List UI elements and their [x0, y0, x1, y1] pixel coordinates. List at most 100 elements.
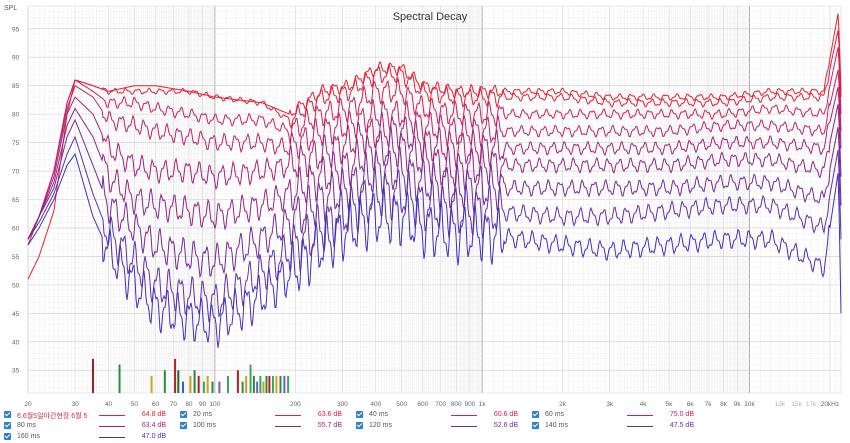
- legend-level: 52.6 dB: [493, 422, 518, 429]
- x-tick-label: 900: [464, 401, 475, 408]
- x-tick-label: 60: [152, 401, 160, 408]
- event-marker: [118, 364, 121, 393]
- checkbox-icon[interactable]: [180, 411, 187, 418]
- x-tick-label: 800: [451, 401, 462, 408]
- checkbox-icon[interactable]: [4, 422, 11, 429]
- event-marker: [189, 375, 192, 393]
- series-line: [27, 104, 842, 240]
- legend-swatch: [627, 415, 653, 416]
- x-tick-label: 70: [170, 401, 178, 408]
- event-marker: [279, 375, 282, 393]
- event-marker: [252, 375, 255, 393]
- series-line: [27, 135, 842, 323]
- x-tick-label: 90: [199, 401, 207, 408]
- series-line: [27, 118, 842, 279]
- y-tick-label: 65: [12, 197, 20, 204]
- legend-swatch: [451, 415, 477, 416]
- legend-row: 160 ms 47.0 dB: [0, 432, 850, 443]
- checkbox-icon[interactable]: [356, 411, 363, 418]
- y-tick-label: 40: [12, 339, 20, 346]
- spectral-decay-chart: 35 40 45 50 55 60 65 70 75 80 85 90 95 20 30 40 50 60 70 8…: [4, 5, 842, 408]
- event-marker: [256, 381, 259, 393]
- legend-swatch: [99, 415, 125, 416]
- legend-level: 47.0 dB: [141, 433, 166, 440]
- event-marker: [249, 364, 252, 393]
- x-tick-label: 100: [209, 401, 220, 408]
- legend-series-name: 100 ms: [193, 422, 216, 429]
- event-marker: [206, 375, 209, 393]
- y-tick-label: 85: [12, 83, 20, 90]
- legend-swatch: [99, 426, 125, 427]
- checkbox-icon[interactable]: [356, 422, 363, 429]
- legend-level: 63.4 dB: [141, 422, 166, 429]
- series-line: [27, 69, 842, 240]
- series-line: [27, 47, 842, 240]
- event-marker: [197, 375, 200, 393]
- x-tick-label: 17k: [806, 401, 817, 408]
- legend-level: 64.8 dB: [141, 411, 166, 418]
- event-marker: [271, 375, 274, 393]
- x-tick-label: 1k: [479, 401, 487, 408]
- event-marker: [259, 375, 262, 393]
- x-tick-label: 20: [24, 401, 32, 408]
- y-axis-label: SPL: [4, 5, 17, 12]
- legend-swatch: [451, 426, 477, 427]
- x-tick-label: 9k: [734, 401, 742, 408]
- event-marker: [218, 381, 221, 393]
- x-tick-label: 8k: [720, 401, 728, 408]
- x-tick-label: 13k: [775, 401, 786, 408]
- legend-row: 6.6월5일야간현장 6월 5 64.8 dB 20 ms 63.6 dB 40 ms 6…: [0, 410, 850, 421]
- event-marker: [150, 375, 153, 393]
- series-line: [27, 13, 842, 280]
- event-marker: [211, 381, 214, 393]
- x-tick-label: 20kHz: [821, 401, 839, 408]
- x-tick-label: 50: [131, 401, 139, 408]
- checkbox-icon[interactable]: [532, 411, 539, 418]
- checkbox-icon[interactable]: [180, 422, 187, 429]
- legend-swatch: [99, 437, 125, 438]
- y-tick-label: 75: [12, 140, 20, 147]
- legend-series-name: 6.6월5일야간현장 6월 5: [17, 413, 88, 420]
- y-tick-label: 45: [12, 311, 20, 318]
- event-marker: [174, 358, 177, 393]
- legend-level: 60.6 dB: [493, 411, 518, 418]
- y-tick-label: 95: [12, 26, 20, 33]
- event-marker: [177, 370, 180, 393]
- legend-level: 75.0 dB: [669, 411, 694, 418]
- y-tick-label: 50: [12, 282, 20, 289]
- x-tick-label: 30: [71, 401, 79, 408]
- grid: [27, 5, 842, 394]
- legend-swatch: [627, 426, 653, 427]
- x-tick-label: 7k: [705, 401, 713, 408]
- event-marker: [91, 358, 94, 393]
- y-tick-label: 70: [12, 169, 20, 176]
- x-tick-label: 15k: [791, 401, 802, 408]
- event-marker: [262, 381, 265, 393]
- x-tick-label: 4k: [640, 401, 648, 408]
- event-marker: [241, 381, 244, 393]
- x-tick-label: 200: [290, 401, 301, 408]
- x-tick-label: 700: [435, 401, 446, 408]
- series-line: [27, 153, 842, 348]
- x-tick-label: 400: [370, 401, 381, 408]
- y-tick-label: 80: [12, 112, 20, 119]
- y-tick-label: 35: [12, 368, 20, 375]
- checkbox-icon[interactable]: [4, 411, 11, 418]
- legend-swatch: [275, 415, 301, 416]
- series-line: [27, 30, 842, 246]
- checkbox-icon[interactable]: [4, 433, 11, 440]
- legend-series-name: 40 ms: [369, 411, 389, 418]
- y-tick-label: 90: [12, 55, 20, 62]
- legend-level: 47.5 dB: [669, 422, 694, 429]
- event-markers: [91, 358, 290, 393]
- x-tick-label: 5k: [666, 401, 674, 408]
- y-tick-label: 55: [12, 254, 20, 261]
- event-marker: [265, 375, 268, 393]
- x-tick-label: 2k: [559, 401, 567, 408]
- event-marker: [181, 381, 184, 393]
- event-marker: [202, 381, 205, 393]
- checkbox-icon[interactable]: [532, 422, 539, 429]
- legend-series-name: 80 ms: [17, 422, 37, 429]
- event-marker: [275, 375, 278, 393]
- legend-series-name: 120 ms: [369, 422, 392, 429]
